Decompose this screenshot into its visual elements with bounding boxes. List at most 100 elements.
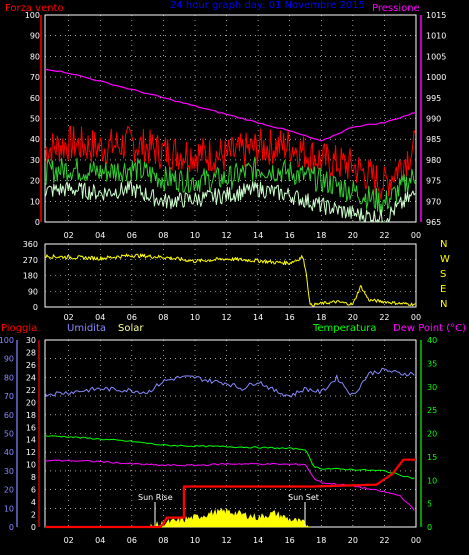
rain-y-tick: 22 — [26, 386, 36, 395]
humidity-y-tick: 80 — [4, 373, 14, 382]
wind-x-tick: 04 — [95, 231, 105, 240]
wind-y-tick: 20 — [30, 177, 40, 186]
humidity-y-tick: 70 — [4, 392, 14, 401]
wind-y-tick: 100 — [25, 11, 40, 20]
pressure-axis-title: Pressione — [372, 3, 420, 14]
pressure-y-tick: 1010 — [426, 32, 446, 41]
temperature-series-line — [44, 435, 415, 479]
rain-y-tick: 30 — [26, 336, 36, 345]
climate-x-tick: 06 — [127, 536, 137, 545]
sunset-label: Sun Set — [288, 493, 319, 502]
sunrise-label: Sun Rise — [138, 493, 173, 502]
temperature-y-tick: 25 — [427, 406, 437, 415]
temperature-y-tick: 20 — [427, 430, 437, 439]
humidity-y-tick: 20 — [4, 486, 14, 495]
wind-y-tick: 70 — [30, 73, 40, 82]
direction-series-line — [44, 253, 416, 307]
pressure-y-tick: 965 — [426, 218, 441, 227]
direction-compass-label: W — [440, 254, 450, 265]
climate-x-tick: 20 — [348, 536, 358, 545]
climate-x-tick: 04 — [95, 536, 105, 545]
wind-y-tick: 80 — [30, 52, 40, 61]
climate-x-tick: 12 — [221, 536, 231, 545]
temperature-axis-title: Temperatura — [312, 323, 377, 334]
rain-y-tick: 0 — [31, 523, 36, 532]
pressure-y-tick: 990 — [426, 115, 441, 124]
humidity-y-tick: 100 — [0, 336, 14, 345]
climate-x-tick: 14 — [253, 536, 263, 545]
rain-y-tick: 18 — [26, 411, 36, 420]
wind-x-tick: 02 — [64, 231, 74, 240]
direction-y-tick: 360 — [23, 240, 38, 249]
direction-compass-label: E — [440, 284, 446, 295]
humidity-axis-title: Umidita — [67, 323, 106, 334]
climate-grid: 0102030405060708090100024681012141618202… — [0, 336, 437, 545]
rain-y-tick: 24 — [26, 373, 36, 382]
direction-x-tick: 14 — [253, 313, 263, 322]
direction-x-tick: 18 — [316, 313, 326, 322]
climate-x-tick: 02 — [64, 536, 74, 545]
rain-y-tick: 14 — [26, 436, 36, 445]
wind-y-tick: 90 — [30, 32, 40, 41]
climate-x-tick: 00 — [411, 536, 421, 545]
wind-series — [44, 68, 417, 223]
wind-series-line — [44, 180, 416, 223]
climate-x-tick: 16 — [285, 536, 295, 545]
wind-x-tick: 12 — [221, 231, 231, 240]
rain-y-tick: 20 — [26, 398, 36, 407]
direction-y-tick: 270 — [23, 256, 38, 265]
climate-x-tick: 08 — [158, 536, 168, 545]
wind-x-tick: 22 — [379, 231, 389, 240]
wind-y-tick: 50 — [30, 115, 40, 124]
rain-y-tick: 2 — [31, 511, 36, 520]
rain-axis-title: Pioggia — [1, 323, 37, 334]
direction-compass-label: N — [440, 239, 447, 250]
direction-compass-label: S — [440, 269, 446, 280]
humidity-y-tick: 60 — [4, 411, 14, 420]
wind-x-tick: 20 — [348, 231, 358, 240]
wind-x-tick: 10 — [190, 231, 200, 240]
humidity-y-tick: 10 — [4, 504, 14, 513]
wind-x-tick: 00 — [411, 231, 421, 240]
humidity-y-tick: 40 — [4, 448, 14, 457]
pressure-y-tick: 1000 — [426, 73, 446, 82]
direction-x-tick: 10 — [190, 313, 200, 322]
pressure-y-tick: 975 — [426, 177, 441, 186]
direction-compass-label: N — [440, 299, 447, 310]
direction-y-tick: 180 — [23, 272, 38, 281]
rain-y-tick: 12 — [26, 448, 36, 457]
dew-point-axis-title: Dew Point (°C) — [393, 323, 466, 334]
humidity-y-tick: 0 — [9, 523, 14, 532]
temperature-y-tick: 30 — [427, 383, 437, 392]
rain-y-tick: 16 — [26, 423, 36, 432]
pressure-series-line — [44, 68, 417, 142]
wind-x-tick: 16 — [285, 231, 295, 240]
direction-x-tick: 00 — [411, 313, 421, 322]
wind-series-line — [44, 125, 416, 200]
solar-series-area — [150, 507, 311, 528]
pressure-y-tick: 1005 — [426, 52, 446, 61]
wind-x-tick: 14 — [253, 231, 263, 240]
direction-x-tick: 16 — [285, 313, 295, 322]
climate-series — [44, 367, 416, 529]
rain-series-line — [45, 458, 416, 529]
temperature-y-tick: 0 — [427, 523, 432, 532]
temperature-y-tick: 5 — [427, 500, 432, 509]
direction-x-tick: 02 — [64, 313, 74, 322]
wind-y-tick: 40 — [30, 135, 40, 144]
direction-x-tick: 06 — [127, 313, 137, 322]
temperature-y-tick: 35 — [427, 359, 437, 368]
direction-y-tick: 90 — [28, 287, 38, 296]
pressure-y-tick: 1015 — [426, 11, 446, 20]
rain-y-tick: 8 — [31, 473, 36, 482]
direction-x-tick: 12 — [221, 313, 231, 322]
wind-y-tick: 0 — [35, 218, 40, 227]
climate-x-tick: 22 — [379, 536, 389, 545]
pressure-y-tick: 980 — [426, 156, 441, 165]
rain-y-tick: 10 — [26, 461, 36, 470]
rain-y-tick: 6 — [31, 486, 36, 495]
climate-x-tick: 18 — [316, 536, 326, 545]
direction-series — [44, 253, 416, 307]
